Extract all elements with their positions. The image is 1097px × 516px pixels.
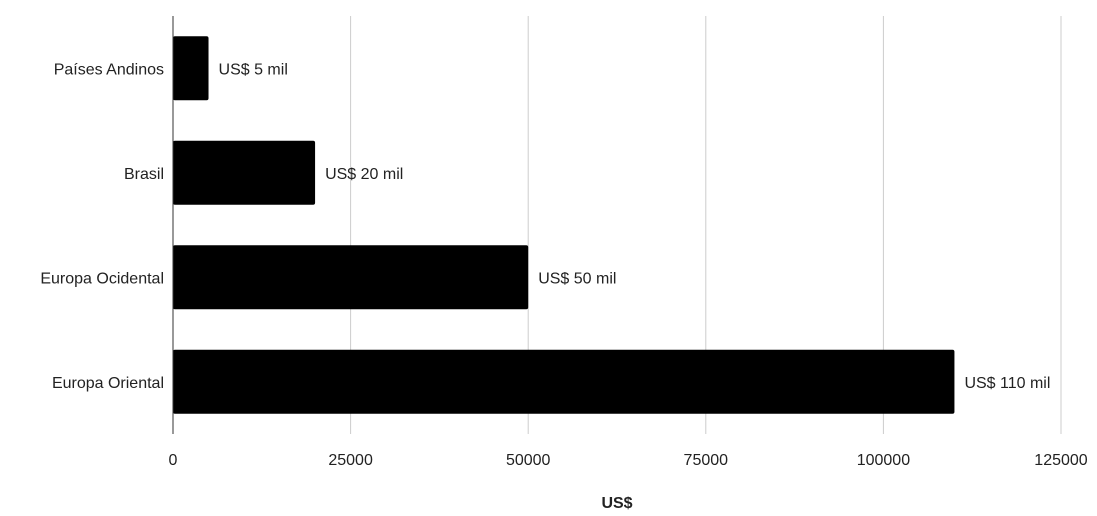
data-labels: US$ 5 mil US$ 20 mil US$ 50 mil US$ 110 mil — [219, 61, 1051, 392]
category-labels: Países Andinos Brasil Europa Ocidental Euro… — [40, 61, 164, 392]
category-label: Brasil — [124, 166, 164, 183]
category-label: Países Andinos — [54, 61, 164, 78]
bar — [173, 245, 529, 310]
bars — [173, 36, 955, 414]
x-tick-label: 125000 — [1034, 452, 1087, 469]
data-label: US$ 20 mil — [325, 166, 403, 183]
data-label: US$ 50 mil — [538, 270, 616, 287]
bar — [173, 36, 209, 101]
x-tick-label: 50000 — [506, 452, 551, 469]
x-tick-label: 100000 — [857, 452, 910, 469]
x-tick-label: 0 — [169, 452, 178, 469]
category-label: Europa Oriental — [52, 375, 164, 392]
x-axis-title: US$ — [601, 495, 632, 512]
bar — [173, 349, 955, 414]
data-label: US$ 110 mil — [964, 375, 1050, 392]
x-tick-label: 25000 — [328, 452, 373, 469]
bar — [173, 140, 316, 205]
category-label: Europa Ocidental — [40, 270, 164, 287]
data-label: US$ 5 mil — [219, 61, 288, 78]
x-axis-ticks: 0 25000 50000 75000 100000 125000 — [169, 452, 1088, 469]
x-tick-label: 75000 — [684, 452, 729, 469]
